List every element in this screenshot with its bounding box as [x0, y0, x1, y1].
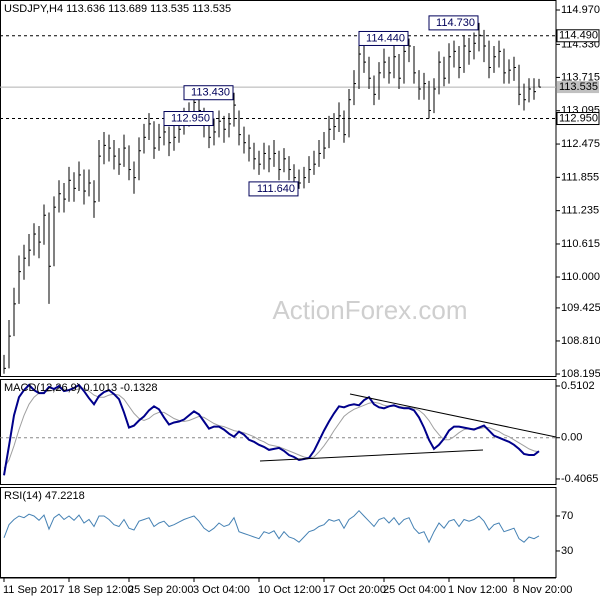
y-tick-label: 110.000 [561, 271, 600, 283]
x-tick-label: 1 Nov 12:00 [448, 584, 507, 596]
level-label: 112.950 [559, 112, 598, 124]
y-tick-label: 30 [561, 545, 573, 557]
indicator-line [3, 509, 540, 544]
y-tick-label: 110.615 [561, 238, 600, 250]
annotation-label: 112.950 [171, 112, 210, 124]
y-tick-label: 111.235 [561, 205, 599, 217]
level-label-box [556, 112, 600, 126]
x-tick-label: 10 Oct 12:00 [258, 584, 321, 596]
annotation-box [428, 15, 479, 31]
y-tick-label: 108.195 [561, 368, 600, 380]
y-tick-label: 112.475 [561, 138, 600, 150]
annotation-box [248, 181, 299, 197]
panel-title: USDJPY,H4 113.636 113.689 113.535 113.53… [4, 3, 231, 15]
annotation-box [183, 85, 234, 101]
panel-frame [0, 0, 557, 377]
x-tick-label: 17 Oct 20:00 [323, 584, 386, 596]
panel-frame [0, 379, 557, 485]
panel-title: MACD(12,26,9) 0.1013 -0.1328 [4, 382, 157, 394]
last-price-box [557, 81, 599, 94]
x-tick-label: 25 Oct 04:00 [383, 584, 446, 596]
y-tick-label: 0.00 [561, 432, 582, 444]
trendline [349, 393, 557, 438]
y-tick-label: 113.715 [561, 71, 600, 83]
x-tick-label: 8 Nov 20:00 [513, 584, 572, 596]
y-tick-label: 111.855 [561, 171, 599, 183]
y-tick-label: 0.5102 [561, 380, 595, 392]
y-tick-label: 70 [561, 510, 573, 522]
x-tick-label: 25 Sep 20:00 [128, 584, 193, 596]
x-tick-label: 3 Oct 04:00 [193, 584, 250, 596]
annotation-label: 113.430 [191, 87, 230, 99]
annotation-label: 114.440 [366, 32, 405, 44]
annotation-box [358, 30, 409, 46]
last-price-label: 113.535 [559, 81, 598, 93]
x-tick-label: 18 Sep 12:00 [68, 584, 133, 596]
annotation-label: 114.730 [436, 17, 475, 29]
y-tick-label: 114.970 [561, 4, 600, 16]
x-tick-label: 11 Sep 2017 [3, 584, 65, 596]
indicator-line [3, 387, 540, 469]
y-tick-label: 109.425 [561, 302, 600, 314]
watermark: ActionForex.com [272, 295, 467, 325]
y-tick-label: 108.810 [561, 335, 600, 347]
indicator-line [3, 383, 540, 476]
level-label-box [556, 29, 600, 43]
annotation-label: 111.640 [257, 183, 295, 195]
trendline [259, 449, 484, 462]
panel-title: RSI(14) 47.2218 [4, 490, 85, 502]
y-tick-label: -0.4065 [561, 473, 598, 485]
annotation-box [163, 111, 214, 127]
level-label: 114.490 [559, 30, 598, 42]
